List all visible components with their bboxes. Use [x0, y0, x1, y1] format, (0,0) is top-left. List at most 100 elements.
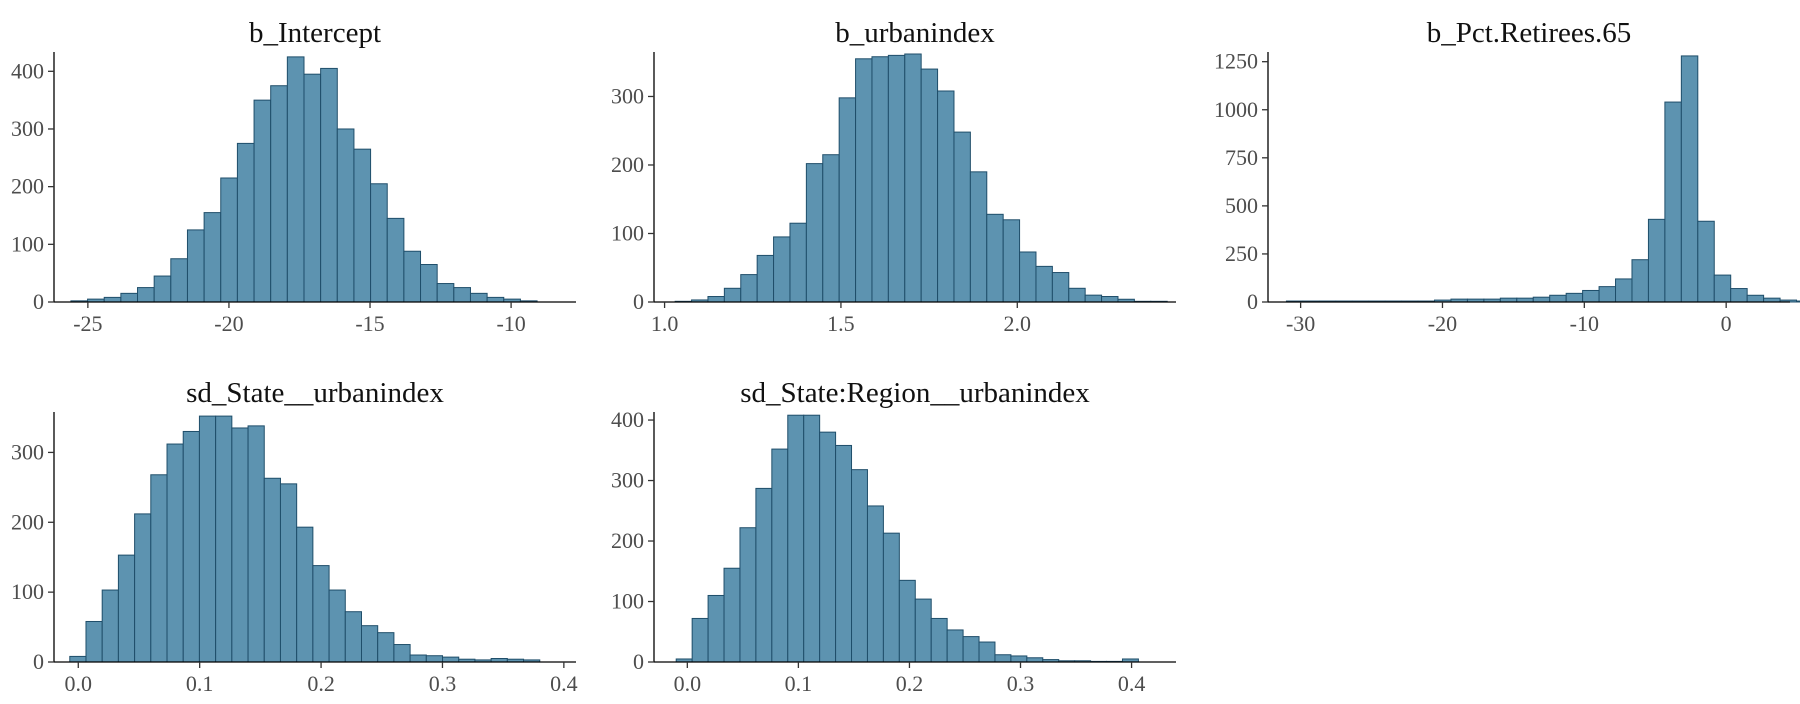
x-tick-label: 0.4	[550, 671, 578, 696]
y-tick-label: 0	[633, 289, 644, 314]
histogram-bar	[986, 213, 1004, 303]
histogram-bar	[789, 222, 807, 303]
x-tick-label: 1.0	[651, 311, 679, 336]
histogram-bar	[409, 654, 427, 663]
histogram-bar	[436, 283, 455, 303]
histogram-bar	[1101, 296, 1119, 303]
histogram-bar	[937, 90, 955, 303]
histogram-bar	[1068, 287, 1086, 303]
histogram-bar	[320, 67, 338, 303]
histogram-bar	[170, 258, 188, 303]
histogram-bar	[819, 431, 837, 663]
histogram-bar	[186, 229, 205, 303]
histogram-bar	[1002, 219, 1021, 303]
y-tick-label: 200	[611, 152, 644, 177]
histogram-bar	[898, 579, 916, 663]
histogram-bar	[279, 483, 298, 663]
x-tick-label: 2.0	[1004, 311, 1032, 336]
histogram-bar	[486, 296, 505, 303]
histogram-bar	[453, 287, 471, 303]
histogram-bar	[296, 526, 314, 663]
y-tick-label: 300	[611, 468, 644, 493]
histogram-bar	[386, 217, 405, 303]
histogram-bar	[994, 654, 1012, 663]
histogram-bar	[231, 427, 249, 663]
histogram-bar	[1532, 296, 1551, 303]
histogram-bar	[1631, 259, 1649, 303]
y-tick-label: 300	[11, 116, 44, 141]
y-tick-label: 200	[611, 528, 644, 553]
histogram-bar	[904, 53, 922, 303]
histogram-bar	[803, 414, 821, 663]
histogram-bar	[773, 236, 791, 303]
histogram-bar	[1796, 300, 1800, 303]
histogram-panel: b_Intercept -25 -20 -15 -10 0 100 200 300 400	[11, 17, 576, 336]
histogram-bar	[1615, 278, 1633, 303]
histogram-bar	[882, 532, 900, 663]
histogram-bar	[723, 287, 742, 303]
histogram-bar	[393, 644, 411, 663]
y-tick-label: 100	[611, 220, 644, 245]
histogram-bar	[691, 617, 709, 663]
x-tick-label: -20	[1428, 311, 1457, 336]
panel-title: b_Intercept	[249, 17, 381, 49]
x-tick-label: 0.1	[785, 671, 813, 696]
histogram-bar	[134, 513, 152, 663]
panel-title: b_Pct.Retirees.65	[1427, 17, 1632, 49]
histogram-bar	[166, 443, 184, 663]
histogram-bar	[969, 171, 988, 303]
x-tick-label: 0.0	[674, 671, 702, 696]
y-tick-label: 300	[11, 439, 44, 464]
histogram-bar	[707, 296, 725, 303]
histogram-bar	[425, 655, 444, 663]
y-tick-label: 400	[11, 58, 44, 83]
histogram-bar	[930, 617, 948, 663]
histogram-bar	[978, 641, 996, 663]
histogram-bar	[962, 636, 980, 663]
histogram-bar	[286, 56, 305, 303]
histogram-bar	[1664, 101, 1682, 303]
x-tick-label: 0	[1721, 311, 1732, 336]
histogram-bar	[771, 448, 789, 663]
y-tick-label: 0	[1247, 289, 1258, 314]
x-tick-label: 0.2	[307, 671, 335, 696]
y-tick-label: 0	[633, 649, 644, 674]
histogram-bar	[442, 656, 460, 663]
histogram-bar	[336, 128, 355, 303]
histogram-bar	[1647, 218, 1666, 303]
x-tick-label: -20	[214, 311, 243, 336]
y-tick-label: 100	[11, 579, 44, 604]
histogram-bar	[353, 148, 372, 303]
histogram-bar	[1010, 655, 1028, 663]
x-tick-label: 1.5	[827, 311, 855, 336]
histogram-panel: sd_State__urbanindex 0.0 0.1 0.2 0.3 0.4 0 100 2…	[11, 377, 578, 696]
histogram-bar	[953, 131, 971, 303]
histogram-bar	[1549, 294, 1567, 303]
histogram-bar	[1084, 294, 1103, 303]
histogram-bar	[914, 598, 932, 663]
histogram-bar	[69, 655, 87, 663]
histogram-bar	[469, 292, 488, 303]
histogram-bar	[120, 292, 139, 303]
y-tick-label: 500	[1225, 193, 1258, 218]
x-tick-label: 0.3	[1007, 671, 1035, 696]
histogram-bar	[303, 73, 322, 303]
x-tick-label: -10	[1570, 311, 1599, 336]
histogram-bar	[755, 487, 773, 663]
histogram-bar	[220, 177, 238, 303]
y-tick-label: 400	[611, 407, 644, 432]
histogram-bar	[1582, 289, 1600, 303]
histogram-bar	[1051, 272, 1070, 303]
y-tick-label: 200	[11, 509, 44, 534]
y-tick-label: 1250	[1214, 49, 1258, 74]
histogram-bar	[270, 85, 288, 303]
histogram-bar	[871, 56, 889, 303]
x-tick-label: 0.2	[896, 671, 924, 696]
histogram-bar	[920, 68, 939, 303]
y-tick-label: 300	[611, 83, 644, 108]
histogram-bar	[740, 274, 758, 303]
histogram-bar	[855, 58, 873, 303]
histogram-bar	[805, 163, 824, 303]
histogram-bar	[1035, 265, 1053, 303]
histogram-bar	[887, 54, 906, 303]
